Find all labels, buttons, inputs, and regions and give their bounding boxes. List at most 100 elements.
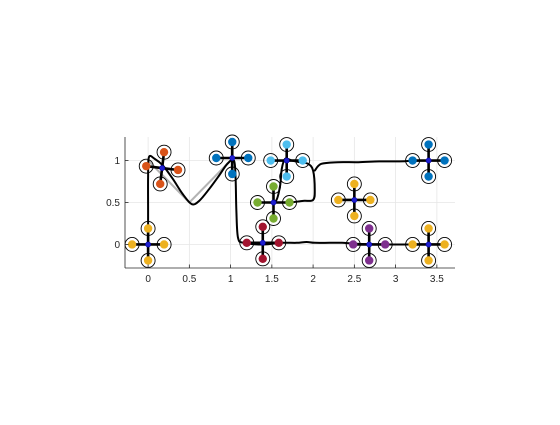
x-tick-label: 0.5 <box>182 274 196 285</box>
rotor <box>408 240 417 249</box>
rotor <box>365 224 374 233</box>
tick-labels: 0 0.5 1 1.5 2 2.5 3 3.5 0 0.5 1 <box>106 156 444 285</box>
rotor-ring <box>140 221 156 236</box>
rotor <box>366 195 375 205</box>
rotor <box>143 256 153 265</box>
rotor-ring <box>250 195 265 210</box>
rotor-ring <box>437 153 453 168</box>
rotor-ring <box>421 169 437 184</box>
rotor-ring <box>255 219 271 235</box>
rotor <box>334 195 343 205</box>
quadrotor-8 <box>405 137 453 184</box>
quadrotor-body <box>159 165 166 171</box>
quadrotor-body <box>425 241 432 248</box>
rotor <box>349 240 358 249</box>
rotor-ring <box>239 235 255 251</box>
x-tick-label: 3 <box>393 274 399 285</box>
rotor-ring <box>345 237 361 252</box>
rotor-ring <box>156 237 172 252</box>
quadrotor-6 <box>330 176 378 224</box>
rotor <box>381 240 390 249</box>
rotor <box>258 254 267 264</box>
rotor-ring <box>271 235 287 251</box>
rotor <box>127 240 137 249</box>
rotor <box>282 172 291 181</box>
rotor-ring <box>421 253 437 268</box>
x-tick-label: 1.5 <box>265 274 279 285</box>
quadrotor-3 <box>239 219 287 267</box>
quadrotor-2 <box>208 134 256 182</box>
quadrotor-1 <box>138 144 186 192</box>
quadrotor-body <box>270 199 277 206</box>
y-tick-label: 0.5 <box>106 198 120 209</box>
rotor-ring <box>224 166 240 182</box>
rotor <box>440 156 449 165</box>
rotor <box>173 165 183 175</box>
rotor <box>142 161 151 171</box>
rotor-ring <box>138 158 154 174</box>
rotor-ring <box>170 162 186 178</box>
quadrotor-layer <box>124 134 453 268</box>
rotor-ring <box>266 211 281 226</box>
rotor-ring <box>152 176 168 192</box>
rotor-ring <box>405 237 421 252</box>
rotor-ring <box>240 150 256 166</box>
rotor <box>269 182 278 191</box>
rotor <box>408 156 417 165</box>
rotor-ring <box>421 221 437 236</box>
rotor <box>212 153 221 163</box>
rotor <box>159 147 169 157</box>
rotor <box>159 240 169 249</box>
rotor-ring <box>255 251 271 267</box>
rotor <box>424 172 433 181</box>
axes <box>124 137 455 269</box>
rotor <box>424 140 433 149</box>
rotor-ring <box>282 195 297 210</box>
rotor <box>244 153 253 163</box>
quadrotor-5 <box>250 179 297 226</box>
quadrotor-0 <box>124 221 172 268</box>
rotor-ring <box>377 237 393 252</box>
quadrotor-body <box>351 197 358 203</box>
x-tick-label: 2.5 <box>347 274 361 285</box>
quadrotor-body <box>229 155 236 161</box>
rotor <box>285 198 294 207</box>
rotor <box>424 256 433 265</box>
x-tick-label: 2 <box>310 274 316 285</box>
rotor-ring <box>279 137 295 152</box>
x-tick-label: 1 <box>228 274 234 285</box>
rotor <box>143 224 153 233</box>
y-tick-label: 0 <box>114 240 120 251</box>
rotor <box>424 224 433 233</box>
quadrotor-body <box>366 241 373 248</box>
rotor <box>266 156 275 165</box>
rotor <box>365 256 374 265</box>
rotor <box>298 156 307 165</box>
rotor-ring <box>346 176 362 192</box>
rotor-ring <box>437 237 453 252</box>
rotor-ring <box>362 192 378 208</box>
rotor-ring <box>361 253 377 268</box>
rotor <box>274 238 283 248</box>
quadrotor-7 <box>345 221 393 268</box>
rotor-ring <box>405 153 421 168</box>
quadrotor-4 <box>263 137 311 184</box>
y-tick-label: 1 <box>114 156 120 167</box>
rotor <box>258 222 267 232</box>
rotor <box>242 238 251 248</box>
quadrotor-body <box>259 239 266 246</box>
rotor <box>269 214 278 223</box>
rotor <box>228 169 237 179</box>
rotor <box>350 179 359 189</box>
quadrotor-9 <box>405 221 453 268</box>
rotor <box>253 198 262 207</box>
rotor <box>350 211 359 221</box>
rotor-ring <box>224 134 240 150</box>
rotor-ring <box>263 153 279 168</box>
rotor-ring <box>421 137 437 152</box>
rotor-ring <box>266 179 281 194</box>
rotor <box>156 179 165 189</box>
rotor-ring <box>156 144 172 160</box>
